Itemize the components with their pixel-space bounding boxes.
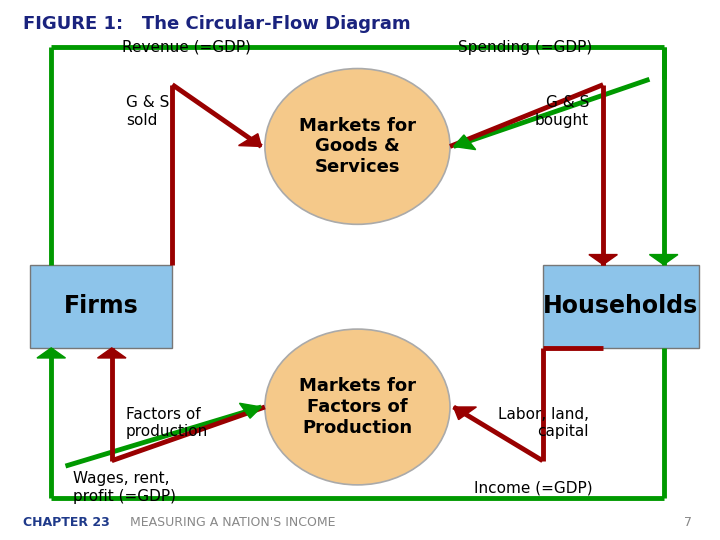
Text: CHAPTER 23: CHAPTER 23 bbox=[23, 516, 109, 529]
Text: Wages, rent,
profit (=GDP): Wages, rent, profit (=GDP) bbox=[73, 471, 176, 504]
Text: Markets for
Factors of
Production: Markets for Factors of Production bbox=[299, 377, 416, 437]
Text: Spending (=GDP): Spending (=GDP) bbox=[458, 39, 593, 55]
Text: G & S
bought: G & S bought bbox=[535, 96, 589, 128]
FancyBboxPatch shape bbox=[543, 265, 699, 348]
FancyBboxPatch shape bbox=[30, 265, 172, 348]
Polygon shape bbox=[454, 135, 476, 150]
Text: Markets for
Goods &
Services: Markets for Goods & Services bbox=[299, 117, 416, 176]
Polygon shape bbox=[589, 254, 617, 265]
Text: Income (=GDP): Income (=GDP) bbox=[474, 480, 593, 495]
Polygon shape bbox=[37, 348, 66, 358]
Polygon shape bbox=[240, 403, 261, 418]
Text: FIGURE 1:   The Circular-Flow Diagram: FIGURE 1: The Circular-Flow Diagram bbox=[23, 15, 410, 33]
Polygon shape bbox=[649, 254, 678, 265]
Polygon shape bbox=[454, 407, 477, 420]
Text: G & S
sold: G & S sold bbox=[126, 96, 169, 128]
Text: Labor, land,
capital: Labor, land, capital bbox=[498, 407, 589, 440]
Text: Households: Households bbox=[544, 294, 698, 318]
Text: Revenue (=GDP): Revenue (=GDP) bbox=[122, 39, 251, 55]
Text: 7: 7 bbox=[684, 516, 692, 529]
Text: Factors of
production: Factors of production bbox=[126, 407, 208, 440]
Text: Firms: Firms bbox=[63, 294, 138, 318]
Ellipse shape bbox=[265, 69, 450, 224]
Ellipse shape bbox=[265, 329, 450, 485]
Polygon shape bbox=[97, 348, 126, 358]
Polygon shape bbox=[238, 134, 261, 146]
Text: MEASURING A NATION'S INCOME: MEASURING A NATION'S INCOME bbox=[130, 516, 335, 529]
